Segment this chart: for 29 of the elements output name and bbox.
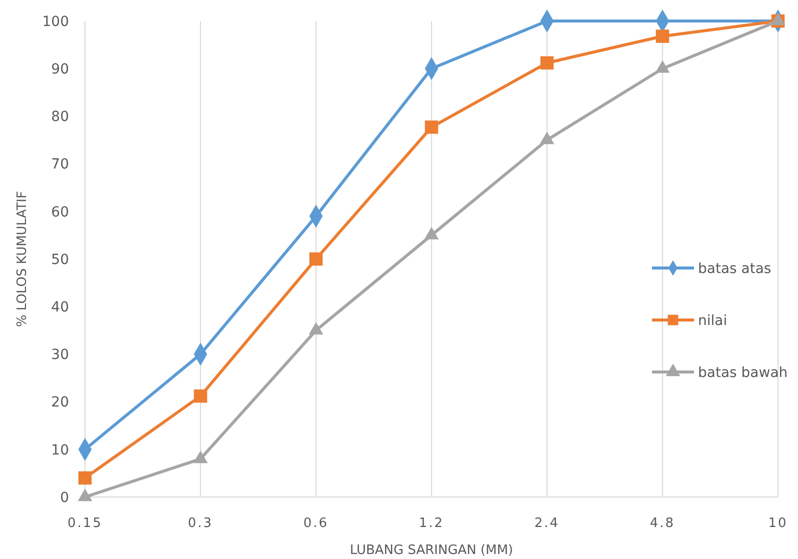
point <box>540 56 554 70</box>
y-tick-label: 70 <box>51 156 69 173</box>
x-tick-label: 0.3 <box>188 516 214 531</box>
legend-label: batas bawah <box>698 364 788 381</box>
y-tick-label: 20 <box>51 394 69 411</box>
y-tick-label: 80 <box>51 109 69 126</box>
legend-label: batas atas <box>698 260 772 277</box>
y-tick-label: 30 <box>51 347 69 364</box>
y-tick-label: 10 <box>51 442 69 458</box>
y-axis-title: % LOLOS KUMULATIF <box>15 191 30 327</box>
x-tick-label: 1.2 <box>418 516 444 531</box>
y-tick-label: 50 <box>51 252 69 268</box>
x-tick-label: 0.6 <box>303 516 329 531</box>
x-tick-label: 10 <box>768 516 788 531</box>
y-tick-label: 40 <box>51 300 69 316</box>
point <box>194 389 208 403</box>
x-tick-label: 2.4 <box>534 516 560 531</box>
point <box>424 120 438 134</box>
y-tick-label: 60 <box>51 204 69 220</box>
x-axis-title: LUBANG SARINGAN (MM) <box>350 543 514 558</box>
point <box>656 30 670 43</box>
point <box>78 471 92 485</box>
y-tick-label: 100 <box>42 14 69 30</box>
x-tick-label: 0.15 <box>68 516 102 531</box>
point <box>309 252 323 266</box>
x-tick-label: 4.8 <box>650 516 676 531</box>
y-tick-label: 90 <box>51 62 69 78</box>
legend-label: nilai <box>698 312 728 329</box>
y-tick-label: 0 <box>60 490 69 506</box>
